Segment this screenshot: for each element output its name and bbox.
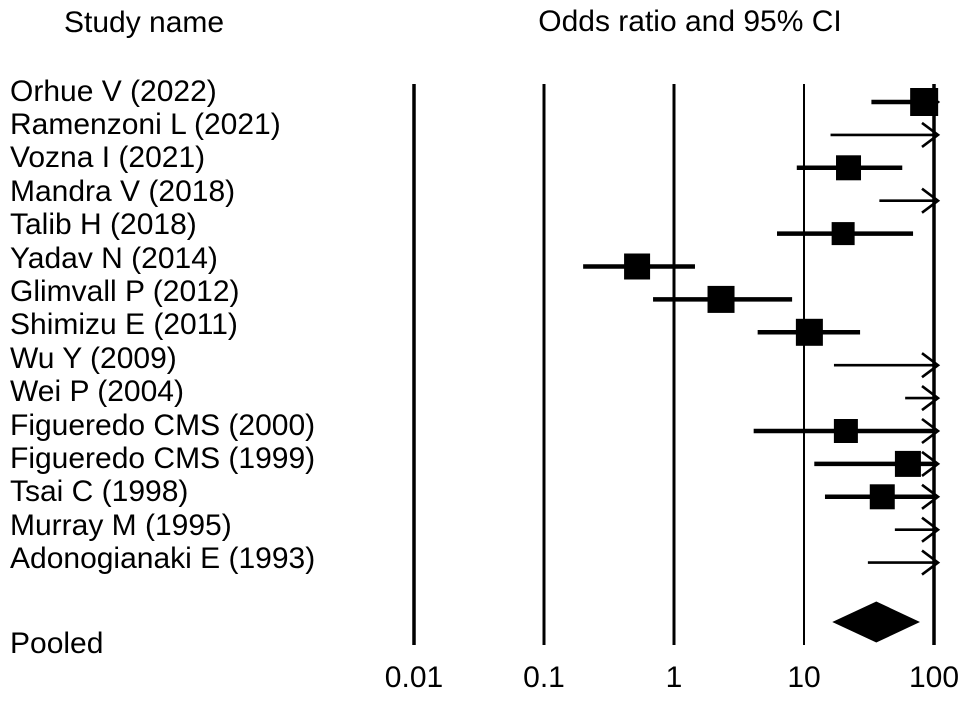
ci-arrow-right-icon (921, 516, 941, 543)
study-label: Figueredo CMS (2000) (10, 408, 316, 442)
study-label: Ramenzoni L (2021) (10, 107, 281, 141)
ci-arrow-right-icon (921, 121, 941, 148)
study-label: Talib H (2018) (10, 208, 197, 242)
ci-arrow-right-icon (921, 187, 941, 214)
ci-arrow-right-icon (921, 385, 941, 412)
study-label: Yadav N (2014) (10, 241, 218, 275)
study-label: Orhue V (2022) (10, 74, 217, 108)
ci-arrow-right-icon (921, 450, 941, 477)
or-square-marker (707, 285, 735, 313)
study-label: Shimizu E (2011) (10, 308, 238, 342)
axis-tick-label: 10 (787, 661, 821, 694)
ci-arrow-right-icon (921, 352, 941, 379)
study-label: Mandra V (2018) (10, 174, 236, 208)
or-square-marker (869, 484, 895, 510)
axis-tick-label: 0.01 (384, 661, 444, 694)
or-square-marker (831, 222, 855, 246)
study-label: Wu Y (2009) (10, 341, 177, 375)
study-label: Wei P (2004) (10, 375, 184, 409)
study-label: Murray M (1995) (10, 508, 232, 542)
study-label: Figueredo CMS (1999) (10, 441, 316, 475)
ci-arrow-right-icon (921, 417, 941, 445)
study-label: Tsai C (1998) (10, 475, 189, 509)
or-square-marker (836, 155, 862, 181)
axis-tick-label: 100 (908, 661, 960, 694)
pooled-label: Pooled (10, 627, 104, 660)
pooled-diamond-marker (832, 601, 920, 643)
ci-arrow-right-icon (921, 483, 941, 510)
study-label: Glimvall P (2012) (10, 274, 240, 308)
or-square-marker (833, 419, 858, 443)
ci-arrow-right-icon (921, 549, 941, 576)
or-square-marker (894, 450, 921, 477)
study-label: Vozna I (2021) (10, 141, 206, 175)
column-header-odds-ratio: Odds ratio and 95% CI (538, 5, 842, 38)
column-header-study-name: Study name (64, 6, 225, 39)
axis-tick-label: 0.1 (523, 661, 565, 694)
study-label: Adonogianaki E (1993) (10, 542, 316, 576)
axis-tick-label: 1 (665, 661, 683, 694)
or-square-marker (910, 88, 939, 116)
or-square-marker (795, 318, 823, 346)
or-square-marker (624, 253, 651, 280)
